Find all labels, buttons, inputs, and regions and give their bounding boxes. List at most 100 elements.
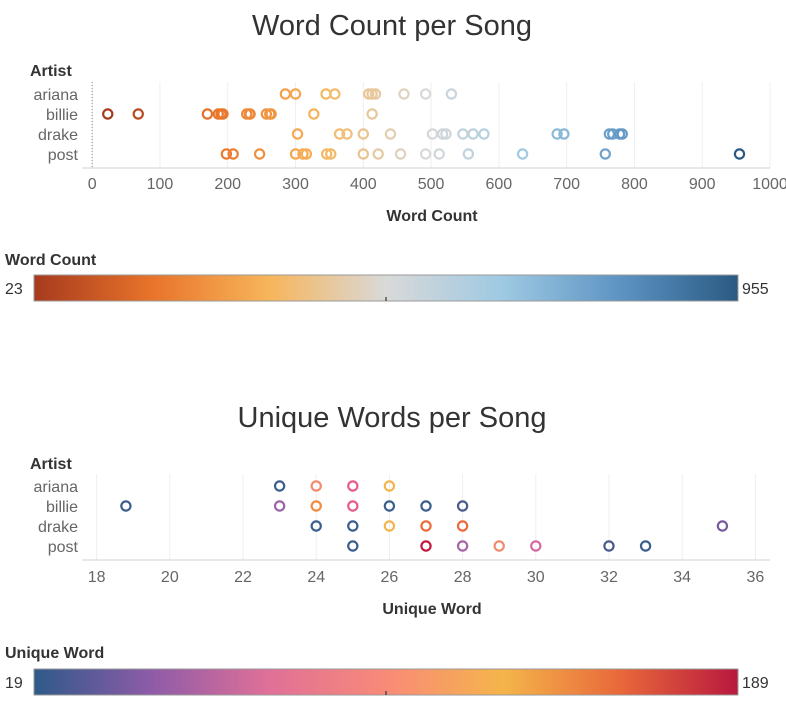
data-point-drake	[341, 128, 353, 140]
data-point-billie	[201, 108, 214, 120]
x-tick-label: 18	[88, 569, 106, 586]
data-point-post	[253, 148, 266, 160]
data-point-ariana	[273, 480, 286, 492]
data-point-post	[530, 540, 542, 552]
data-point-billie	[273, 500, 286, 512]
data-point-post	[493, 540, 505, 552]
row-label-drake: drake	[38, 127, 78, 144]
data-point-ariana	[310, 480, 322, 492]
x-tick-label: 32	[600, 569, 618, 586]
data-point-post	[289, 148, 302, 160]
x-tick-label: 300	[282, 176, 309, 193]
data-point-drake	[616, 128, 628, 140]
data-point-ariana	[383, 480, 396, 492]
data-point-post	[603, 540, 615, 552]
data-point-drake	[467, 128, 479, 140]
data-point-post	[347, 540, 359, 552]
data-point-drake	[716, 520, 729, 532]
data-point-drake	[457, 128, 469, 140]
data-point-drake	[333, 128, 346, 140]
x-axis-title: Word Count	[386, 208, 478, 225]
unique-words-chart: Unique Words per Song Artist ariana billie d…	[5, 402, 770, 696]
x-tick-label: 700	[553, 176, 580, 193]
data-point-billie	[260, 108, 273, 120]
x-tick-label: 500	[418, 176, 445, 193]
data-point-ariana	[445, 88, 458, 100]
data-point-drake	[551, 128, 563, 140]
data-point-post	[372, 148, 384, 160]
data-point-billie	[420, 500, 432, 512]
data-point-post	[320, 148, 333, 160]
row-header: Artist	[30, 63, 72, 80]
legend-gradient-bar	[33, 668, 739, 696]
data-point-ariana	[363, 88, 375, 100]
data-point-billie	[366, 108, 378, 120]
x-tick-label: 20	[161, 569, 179, 586]
data-point-post	[639, 540, 652, 552]
data-point-billie	[310, 500, 322, 512]
row-label-post: post	[48, 539, 79, 556]
legend-max-label: 955	[742, 281, 769, 298]
data-point-post	[220, 148, 233, 160]
x-axis-title: Unique Word	[382, 601, 481, 618]
data-point-billie	[308, 108, 320, 120]
data-point-drake	[558, 128, 570, 140]
data-point-post	[300, 148, 313, 160]
data-point-ariana	[329, 88, 341, 100]
x-tick-label: 800	[621, 176, 648, 193]
data-point-drake	[420, 520, 432, 532]
legend-title: Unique Word	[5, 645, 104, 662]
data-point-ariana	[289, 88, 302, 100]
x-tick-label: 36	[746, 569, 764, 586]
data-point-drake	[456, 520, 469, 532]
x-tick-label: 24	[307, 569, 325, 586]
data-point-post	[599, 148, 611, 160]
data-point-post	[420, 540, 432, 552]
legend-max-label: 189	[742, 675, 769, 692]
data-point-billie	[265, 108, 277, 120]
x-tick-label: 100	[147, 176, 174, 193]
data-point-billie	[120, 500, 132, 512]
data-point-drake	[426, 128, 439, 140]
data-point-billie	[244, 108, 256, 120]
row-header: Artist	[30, 456, 72, 473]
data-point-drake	[436, 128, 449, 140]
data-point-billie	[217, 108, 229, 120]
data-point-post	[462, 148, 475, 160]
data-point-billie	[456, 500, 469, 512]
data-point-post	[394, 148, 407, 160]
data-point-billie	[347, 500, 359, 512]
data-point-drake	[440, 128, 452, 140]
x-tick-label: 600	[486, 176, 513, 193]
data-point-ariana	[279, 88, 292, 100]
row-label-billie: billie	[46, 499, 78, 516]
data-point-post	[456, 540, 469, 552]
data-point-drake	[357, 128, 370, 140]
x-tick-label: 30	[527, 569, 545, 586]
x-tick-label: 900	[689, 176, 716, 193]
row-label-ariana: ariana	[34, 479, 79, 496]
row-label-post: post	[48, 147, 79, 164]
x-tick-label: 26	[381, 569, 399, 586]
legend-title: Word Count	[5, 252, 97, 269]
legend-min-label: 19	[5, 675, 23, 692]
unique-words-title: Unique Words per Song	[238, 402, 547, 434]
data-point-ariana	[398, 88, 410, 100]
data-point-drake	[347, 520, 359, 532]
data-point-drake	[383, 520, 396, 532]
data-point-billie	[383, 500, 396, 512]
x-tick-label: 28	[454, 569, 472, 586]
data-point-ariana	[369, 88, 382, 100]
x-tick-label: 1000	[752, 176, 786, 193]
data-point-post	[516, 148, 529, 160]
data-point-post	[297, 148, 309, 160]
row-label-billie: billie	[46, 107, 78, 124]
legend-gradient-bar	[33, 274, 739, 302]
data-point-ariana	[419, 88, 432, 100]
x-tick-label: 0	[88, 176, 97, 193]
data-point-post	[419, 148, 432, 160]
data-point-post	[325, 148, 337, 160]
data-point-drake	[310, 520, 322, 532]
data-point-ariana	[347, 480, 359, 492]
data-point-billie	[102, 108, 114, 120]
